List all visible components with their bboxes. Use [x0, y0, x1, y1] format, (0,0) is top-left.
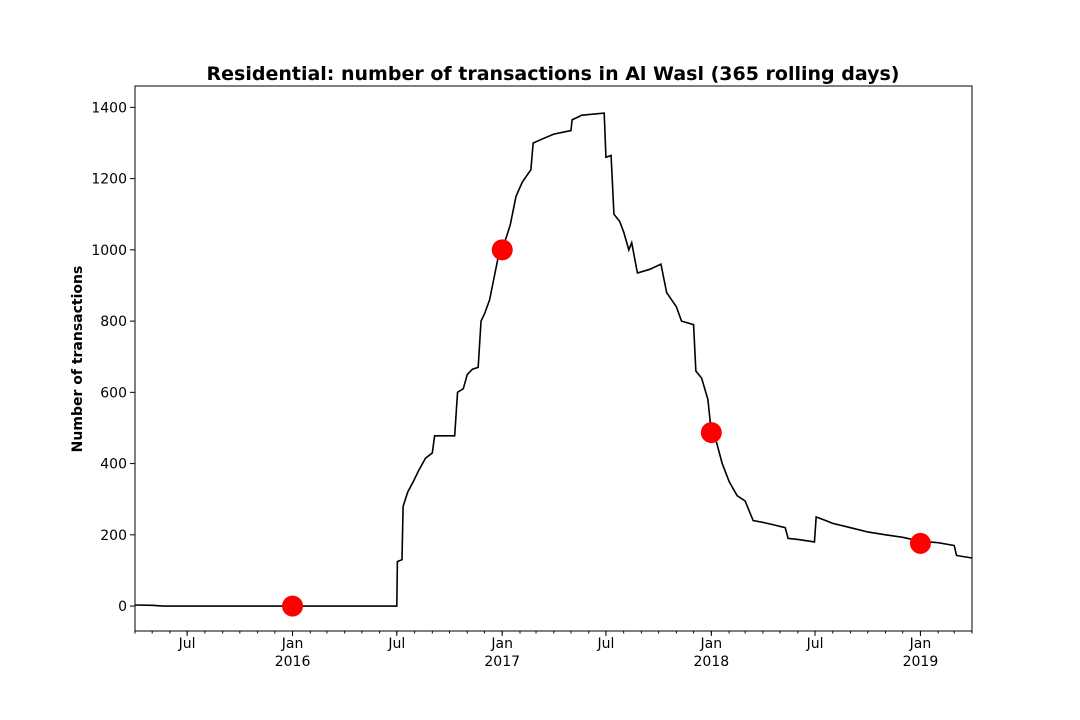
x-tick-year-label: 2018: [694, 654, 730, 670]
plot-area: 0 200 400 600 800 1000 1200 1400 Jul Jan 2016 Jul Ja…: [91, 85, 973, 670]
y-tick-label: 0: [118, 599, 127, 615]
chart-title: Residential: number of transactions in A…: [207, 63, 900, 85]
y-tick-label: 400: [100, 457, 127, 473]
series-line: [134, 112, 973, 607]
y-tick-label: 600: [100, 385, 127, 401]
x-tick-year-label: 2016: [275, 654, 311, 670]
x-tick-label: Jan: [700, 636, 723, 652]
y-tick-label: 1200: [91, 172, 127, 188]
x-tick-year-label: 2019: [903, 654, 939, 670]
x-tick-label: Jul: [178, 636, 196, 652]
x-tick-label: Jan: [281, 636, 304, 652]
x-tick-label: Jul: [806, 636, 824, 652]
x-tick-label: Jan: [909, 636, 932, 652]
highlight-marker: [282, 595, 304, 617]
y-tick-label: 200: [100, 528, 127, 544]
y-axis-label: Number of transactions: [70, 266, 86, 453]
x-tick-label: Jul: [596, 636, 614, 652]
y-tick-label: 1000: [91, 243, 127, 259]
y-tick-label: 1400: [91, 100, 127, 116]
y-tick-label: 800: [100, 314, 127, 330]
axes-frame: [134, 85, 973, 632]
x-tick-label: Jan: [490, 636, 513, 652]
x-tick-year-label: 2017: [484, 654, 520, 670]
highlight-marker: [491, 239, 513, 261]
highlight-marker: [700, 422, 722, 444]
highlight-marker: [909, 532, 931, 554]
x-tick-label: Jul: [387, 636, 405, 652]
